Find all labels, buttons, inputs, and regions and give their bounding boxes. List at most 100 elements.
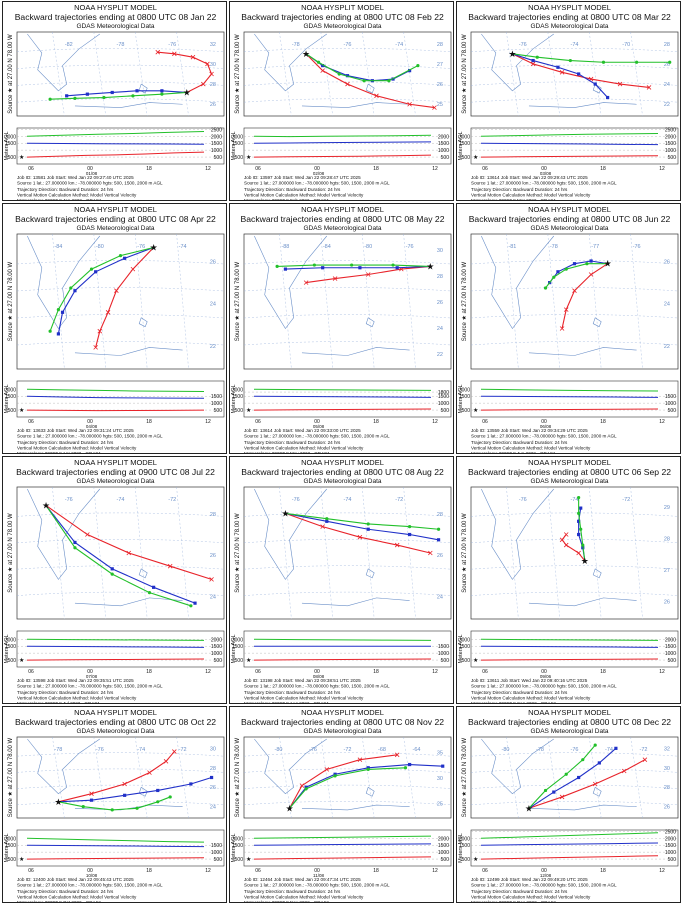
parallel-line (243, 81, 452, 86)
coastline-group (481, 33, 637, 108)
meridian-line (630, 31, 643, 117)
source-star: ★ (286, 803, 294, 813)
height-line-blue (480, 842, 659, 846)
map-graticule (243, 486, 452, 620)
map-graticule (16, 233, 225, 370)
date-tick-label: 08/08 (313, 674, 325, 679)
hour-tick-label: 18 (600, 419, 606, 425)
trajectory-marker-red (428, 550, 433, 556)
trajectory-marker-red (209, 71, 214, 77)
latitude-label: 26 (664, 260, 670, 266)
latitude-label: 24 (210, 594, 216, 600)
source-info: Source 1 lat.: 27.000000 lon.: -78.00000… (244, 434, 390, 439)
meridian-line (506, 736, 519, 819)
height-right-label: 2000 (211, 134, 222, 140)
longitude-label: -72 (179, 747, 187, 753)
height-right-label: 500 (668, 408, 677, 414)
trajectory-marker-blue (556, 65, 560, 69)
hour-tick-label: 00 (541, 166, 547, 172)
island (138, 83, 148, 94)
trajectory-marker-red (172, 51, 177, 57)
parallel-line (243, 565, 452, 570)
meridian-line (93, 486, 106, 620)
trajectory-marker-blue (408, 69, 412, 73)
height-right-label: 2500 (665, 127, 676, 133)
height-tick-label: 500 (235, 408, 244, 414)
trajectory-marker-blue (89, 798, 94, 802)
meteorology-info: Meteorology: 0000Z 8 Sep 2022 - GDAS1 (471, 701, 557, 704)
meridian-line (403, 31, 416, 117)
meridian-line (362, 31, 375, 117)
height-tick-label: 1500 (232, 141, 243, 147)
meridian-line (279, 31, 292, 117)
trajectory-line-green (50, 91, 187, 100)
coastline-group (254, 488, 410, 607)
parallel-line (470, 260, 679, 265)
map-frame (243, 233, 452, 370)
height-line-blue (480, 142, 659, 146)
hour-tick-label: 06 (255, 419, 261, 425)
height-tick-label: 1500 (459, 141, 470, 147)
island-chain (301, 597, 410, 607)
latitude-label: 27 (437, 62, 443, 68)
trajectory-marker-green (564, 772, 568, 776)
height-right-label: 1000 (211, 651, 222, 657)
latitude-label: 24 (664, 82, 670, 88)
trajectory-marker-blue (531, 58, 535, 63)
trajectory-marker-blue (333, 772, 337, 776)
longitude-label: -76 (309, 747, 317, 753)
panel-title: Backward trajectories ending at 0800 UTC… (15, 214, 216, 224)
date-tick-label: 05/08 (313, 424, 325, 429)
hour-tick-label: 06 (482, 166, 488, 172)
method-info: Vertical Motion Calculation Method: Mode… (471, 446, 591, 451)
trajectory-marker-red (559, 326, 565, 331)
panel-title: Backward trajectories ending at 0800 UTC… (468, 12, 671, 22)
direction-info: Trajectory Direction: Backward Duration:… (471, 440, 568, 445)
coastline-group (254, 738, 410, 811)
longitude-label: -78 (536, 747, 544, 753)
height-profile-frame (243, 380, 452, 418)
hour-tick-label: 12 (205, 419, 211, 425)
hour-tick-label: 12 (205, 669, 211, 675)
parallel-line (16, 539, 225, 543)
height-right-label: 500 (668, 155, 677, 161)
trajectory-marker-blue (572, 262, 577, 266)
height-right-label: 1000 (438, 148, 449, 154)
trajectory-marker-blue (325, 519, 329, 523)
latitude-label: 30 (437, 248, 443, 254)
profile-source-star: ★ (19, 657, 24, 664)
trajectory-marker-red (89, 791, 94, 796)
latitude-label: 26 (210, 102, 216, 108)
trajectory-marker-green (147, 591, 152, 595)
parallel-line (16, 565, 225, 570)
trajectory-marker-green (635, 60, 639, 64)
trajectory-marker-blue (56, 332, 60, 336)
trajectory-marker-red (147, 770, 152, 775)
parallel-line (470, 64, 679, 69)
height-line-green (253, 638, 432, 641)
meridian-line (506, 486, 519, 620)
latitude-label: 26 (437, 82, 443, 88)
map-graticule (16, 736, 225, 819)
height-line-red (253, 408, 432, 411)
meridian-line (93, 736, 106, 819)
meridian-line (589, 31, 602, 117)
parallel-line (243, 539, 452, 543)
meridian-line (630, 736, 643, 819)
height-tick-label: 2000 (232, 637, 243, 643)
trajectory-marker-green (350, 263, 354, 267)
met-data-label: GDAS Meteorological Data (76, 23, 154, 30)
longitude-label: -74 (395, 42, 403, 48)
map-frame (16, 736, 225, 819)
height-line-blue (480, 645, 659, 648)
height-axis-title: Meters AGL (231, 634, 237, 663)
trajectory-marker-blue (441, 764, 445, 768)
latitude-label: 22 (210, 344, 216, 350)
parallel-line (470, 801, 679, 805)
hour-tick-label: 00 (314, 669, 320, 675)
model-header: NOAA HYSPLIT MODEL (528, 708, 611, 717)
height-right-label: 2000 (665, 134, 676, 140)
meridian-line (279, 486, 292, 620)
date-tick-label: 12/08 (540, 873, 552, 878)
latitude-label: 30 (437, 776, 443, 782)
